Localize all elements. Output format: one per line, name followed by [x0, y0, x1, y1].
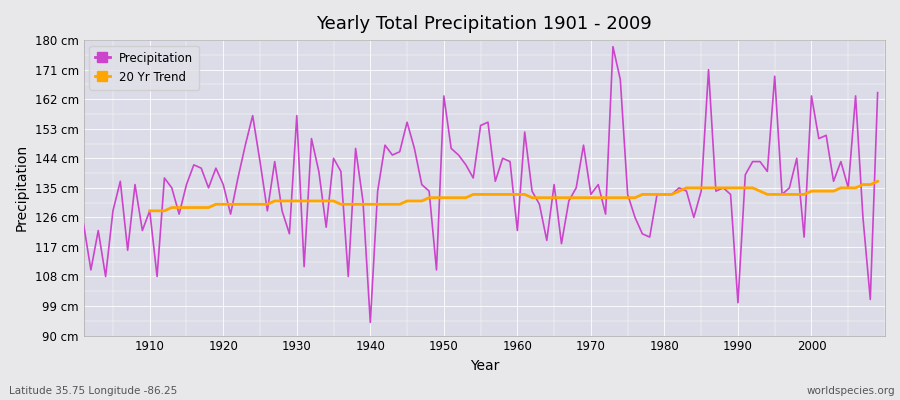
Text: worldspecies.org: worldspecies.org [807, 386, 896, 396]
Title: Yearly Total Precipitation 1901 - 2009: Yearly Total Precipitation 1901 - 2009 [317, 15, 652, 33]
Y-axis label: Precipitation: Precipitation [15, 144, 29, 232]
X-axis label: Year: Year [470, 359, 499, 373]
Text: Latitude 35.75 Longitude -86.25: Latitude 35.75 Longitude -86.25 [9, 386, 177, 396]
Legend: Precipitation, 20 Yr Trend: Precipitation, 20 Yr Trend [89, 46, 199, 90]
